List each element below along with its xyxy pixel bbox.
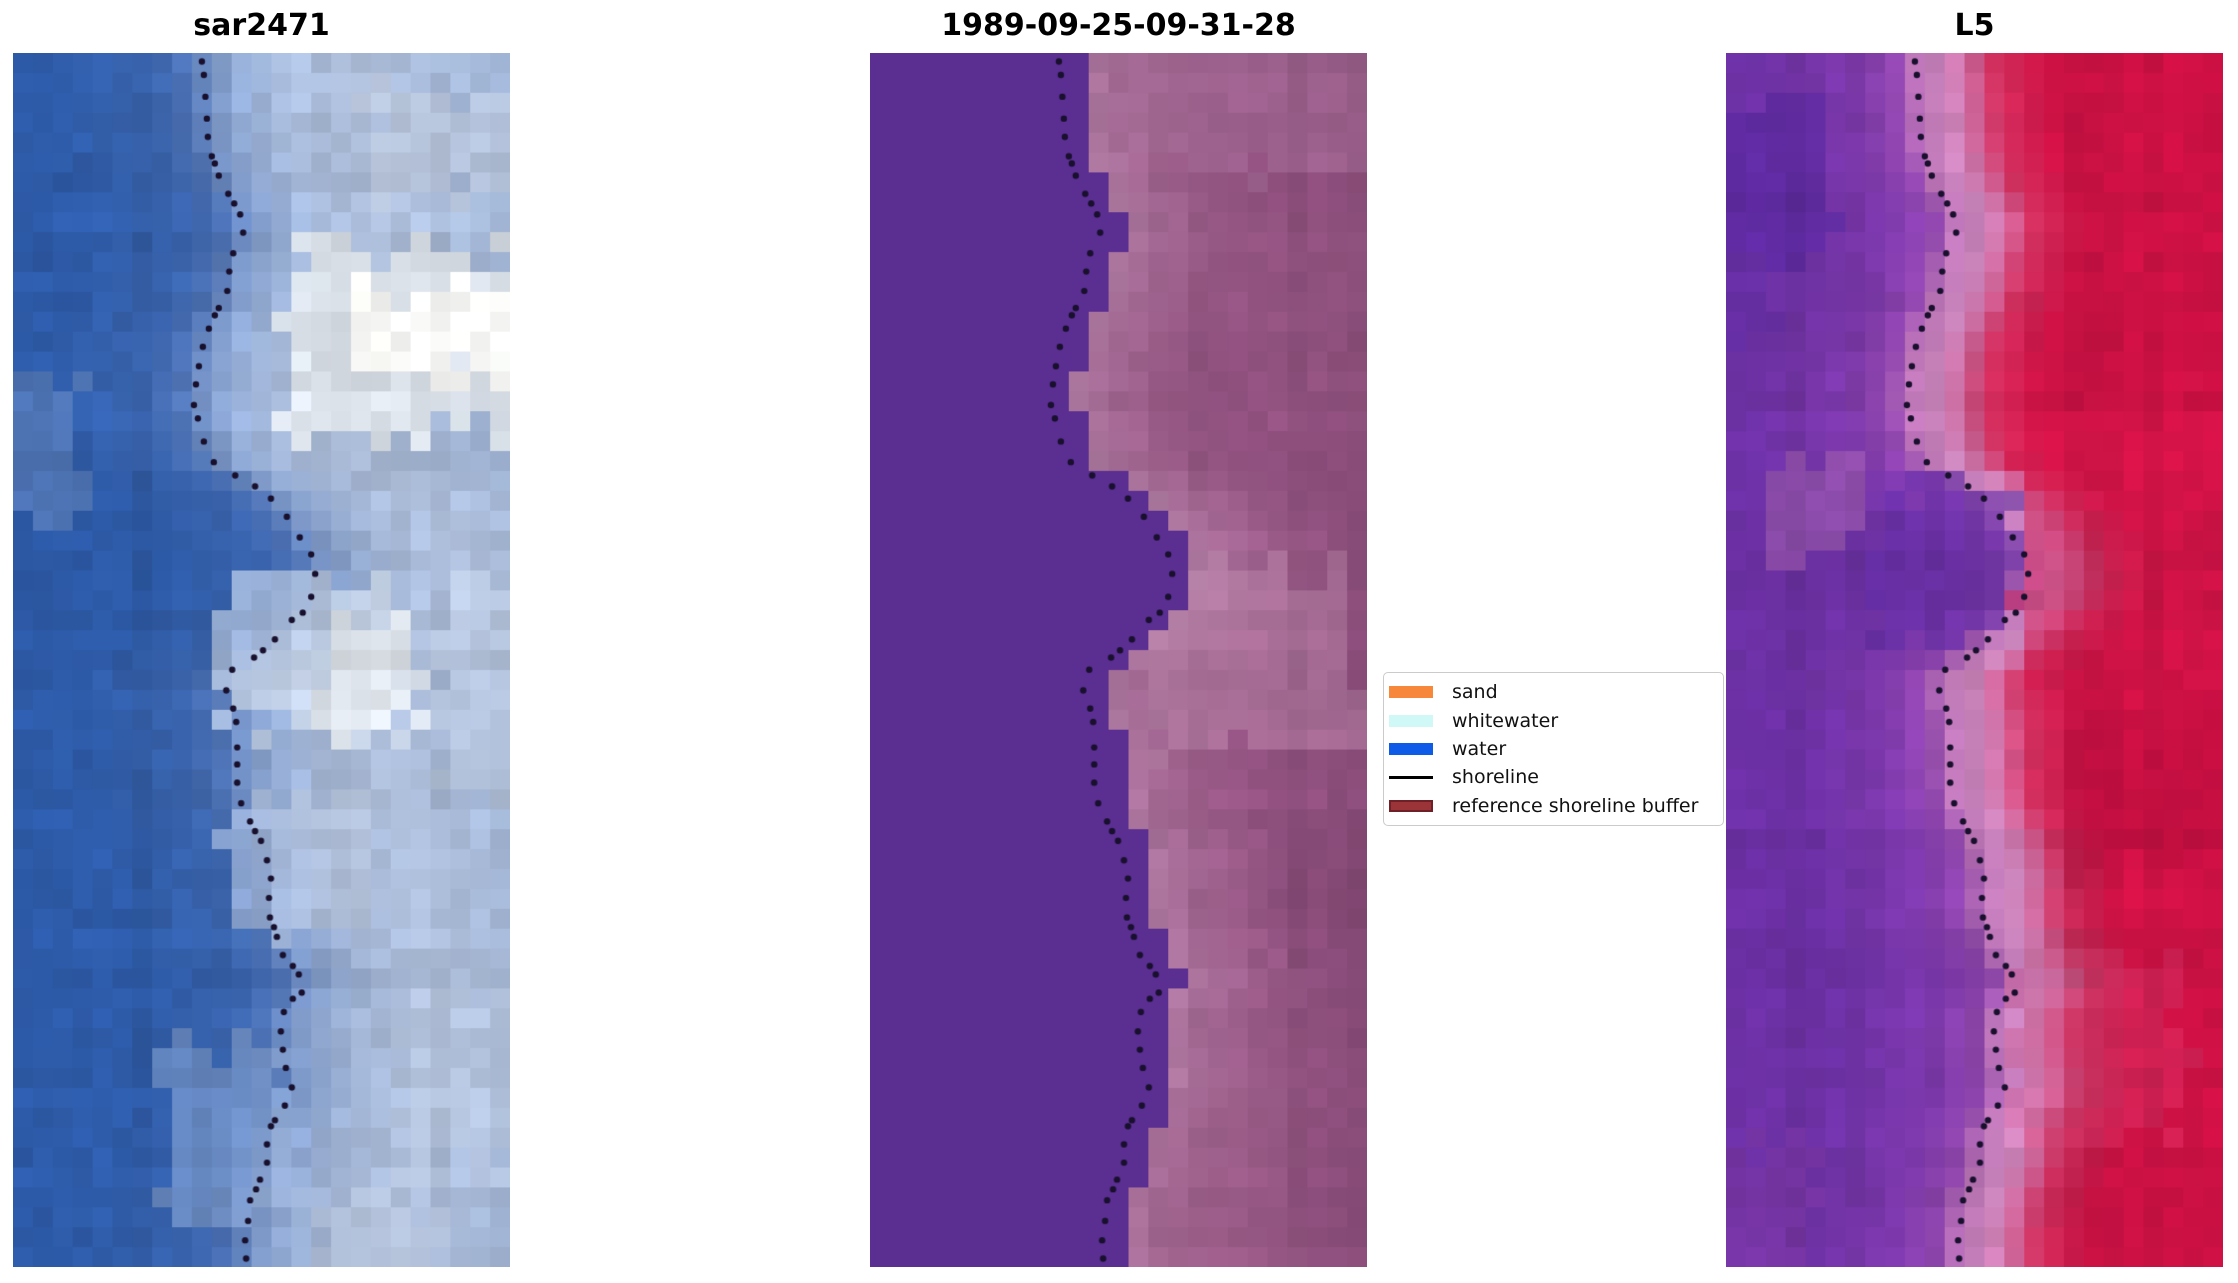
legend-entry-reference-shoreline-buffer: reference shoreline buffer <box>1389 792 1715 820</box>
panel-title-date: 1989-09-25-09-31-28 <box>941 8 1296 43</box>
panel-title-l5: L5 <box>1954 8 1995 43</box>
legend-color-swatch <box>1389 799 1439 812</box>
panel-image-sar2471 <box>13 53 510 1267</box>
legend-color-swatch <box>1389 743 1439 756</box>
legend-entry-shoreline: shoreline <box>1389 763 1715 791</box>
legend-color-swatch <box>1389 714 1439 727</box>
panel-image-classified <box>870 53 1367 1267</box>
legend-label: shoreline <box>1452 766 1539 789</box>
legend-label: whitewater <box>1452 709 1559 732</box>
legend-entry-water: water <box>1389 735 1715 763</box>
legend-entry-whitewater: whitewater <box>1389 706 1715 734</box>
legend-label: water <box>1452 738 1507 761</box>
legend-label: sand <box>1452 681 1498 704</box>
legend-box: sand whitewater water shoreline reference sh… <box>1383 672 1724 826</box>
legend-color-swatch <box>1389 686 1439 699</box>
panel-title-sar2471: sar2471 <box>193 8 330 43</box>
legend-line-swatch <box>1389 775 1439 779</box>
panel-image-l5 <box>1726 53 2223 1267</box>
legend-label: reference shoreline buffer <box>1452 794 1699 817</box>
legend-entry-sand: sand <box>1389 678 1715 706</box>
